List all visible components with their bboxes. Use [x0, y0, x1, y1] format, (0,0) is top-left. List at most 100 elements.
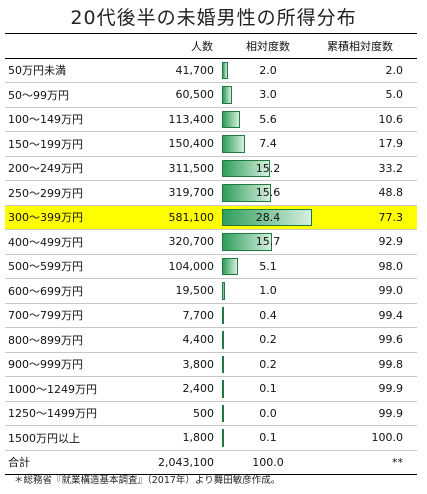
relative-bar — [222, 331, 224, 349]
relative-value: 15.2 — [255, 161, 281, 175]
row-cumulative: 99.8 — [317, 352, 417, 377]
row-label: 400～499万円 — [5, 229, 123, 255]
relative-bar — [222, 135, 246, 153]
row-relative-cell: 15.2 — [219, 156, 317, 181]
row-count: 60,500 — [123, 82, 219, 108]
relative-bar — [222, 282, 226, 300]
row-relative-cell: 5.6 — [219, 107, 317, 132]
row-relative-cell: 0.1 — [219, 376, 317, 402]
row-label: 200～249万円 — [5, 156, 123, 181]
relative-value: 5.6 — [259, 112, 277, 126]
relative-value: 7.4 — [259, 137, 277, 150]
relative-value: 3.0 — [259, 88, 277, 101]
row-relative-cell: 2.0 — [219, 58, 317, 83]
table-row: 800～899万円 4,400 0.2 99.6 — [5, 327, 417, 353]
relative-value: 28.4 — [255, 210, 281, 224]
relative-bar — [222, 380, 224, 398]
chart-title: 20代後半の未婚男性の所得分布 — [70, 7, 357, 29]
total-label: 合計 — [5, 449, 123, 475]
header-count: 人数 — [123, 33, 219, 59]
row-count: 7,700 — [123, 303, 219, 328]
header-row: 人数 相対度数 累積相対度数 — [5, 33, 417, 59]
row-count: 1,800 — [123, 425, 219, 451]
row-cumulative: 99.0 — [317, 278, 417, 304]
table-row: 900～999万円 3,800 0.2 99.8 — [5, 352, 417, 377]
row-label: 900～999万円 — [5, 352, 123, 377]
row-relative-cell: 5.1 — [219, 254, 317, 279]
relative-value: 0.2 — [259, 333, 277, 346]
table-row: 200～249万円 311,500 15.2 33.2 — [5, 156, 417, 181]
row-count: 113,400 — [123, 107, 219, 132]
relative-bar — [222, 355, 224, 373]
table-row: 50万円未満 41,700 2.0 2.0 — [5, 58, 417, 83]
row-count: 19,500 — [123, 278, 219, 304]
row-count: 41,700 — [123, 58, 219, 83]
row-label: 50万円未満 — [5, 58, 123, 83]
row-cumulative: 10.6 — [317, 107, 417, 132]
row-label: 600～699万円 — [5, 278, 123, 304]
relative-bar — [222, 429, 224, 447]
relative-bar — [222, 61, 229, 79]
table-row: 250～299万円 319,700 15.6 48.8 — [5, 180, 417, 206]
row-relative-cell: 1.0 — [219, 278, 317, 304]
row-cumulative: 77.3 — [317, 205, 417, 230]
relative-bar — [222, 110, 240, 128]
row-count: 104,000 — [123, 254, 219, 279]
header-relative: 相対度数 — [219, 33, 317, 59]
row-label: 50～99万円 — [5, 82, 123, 108]
row-cumulative: 48.8 — [317, 180, 417, 206]
relative-value: 5.1 — [259, 259, 277, 273]
row-count: 2,400 — [123, 376, 219, 402]
table-row: 1500万円以上 1,800 0.1 100.0 — [5, 425, 417, 451]
row-relative-cell: 15.6 — [219, 180, 317, 206]
row-label: 700～799万円 — [5, 303, 123, 328]
row-count: 3,800 — [123, 352, 219, 377]
relative-value: 1.0 — [259, 284, 277, 297]
relative-bar — [222, 257, 239, 275]
relative-bar — [222, 306, 224, 324]
row-relative-cell: 28.4 — [219, 205, 317, 230]
table-row: 400～499万円 320,700 15.7 92.9 — [5, 229, 417, 255]
total-cumulative: ** — [317, 449, 417, 475]
relative-value: 0.2 — [259, 357, 277, 371]
row-count: 319,700 — [123, 180, 219, 206]
table-row: 600～699万円 19,500 1.0 99.0 — [5, 278, 417, 304]
table-row: 500～599万円 104,000 5.1 98.0 — [5, 254, 417, 279]
relative-value: 15.7 — [255, 235, 281, 248]
relative-bar — [222, 184, 272, 202]
row-count: 311,500 — [123, 156, 219, 181]
header-label — [5, 33, 123, 59]
relative-bar — [222, 208, 312, 226]
relative-bar — [222, 86, 232, 104]
total-row: 合計 2,043,100 100.0 ** — [5, 449, 417, 475]
row-count: 4,400 — [123, 327, 219, 353]
table-body: 50万円未満 41,700 2.0 2.0 50～99万円 60,500 3.0 5.0 100… — [5, 58, 417, 451]
row-label: 250～299万円 — [5, 180, 123, 206]
relative-value: 0.1 — [259, 431, 277, 444]
row-cumulative: 99.9 — [317, 376, 417, 402]
row-label: 1250～1499万円 — [5, 401, 123, 426]
source-note: ＊総務省『就業構造基本調査』（2017年）より舞田敏彦作成。 — [14, 475, 281, 486]
relative-value: 0.1 — [259, 382, 277, 395]
row-relative-cell: 0.1 — [219, 425, 317, 451]
row-relative-cell: 3.0 — [219, 82, 317, 108]
table-row: 1250～1499万円 500 0.0 99.9 — [5, 401, 417, 426]
relative-bar — [222, 404, 224, 422]
row-count: 150,400 — [123, 131, 219, 157]
table-row: 300～399万円 581,100 28.4 77.3 — [5, 205, 417, 230]
row-label: 500～599万円 — [5, 254, 123, 279]
relative-value: 0.0 — [259, 406, 277, 420]
row-relative-cell: 15.7 — [219, 229, 317, 255]
row-cumulative: 99.4 — [317, 303, 417, 328]
relative-bar — [222, 233, 272, 251]
row-label: 800～899万円 — [5, 327, 123, 353]
row-cumulative: 99.9 — [317, 401, 417, 426]
total-relative: 100.0 — [219, 449, 317, 475]
row-label: 100～149万円 — [5, 107, 123, 132]
row-relative-cell: 0.2 — [219, 327, 317, 353]
row-cumulative: 2.0 — [317, 58, 417, 83]
row-label: 150～199万円 — [5, 131, 123, 157]
row-relative-cell: 7.4 — [219, 131, 317, 157]
row-cumulative: 92.9 — [317, 229, 417, 255]
row-relative-cell: 0.2 — [219, 352, 317, 377]
